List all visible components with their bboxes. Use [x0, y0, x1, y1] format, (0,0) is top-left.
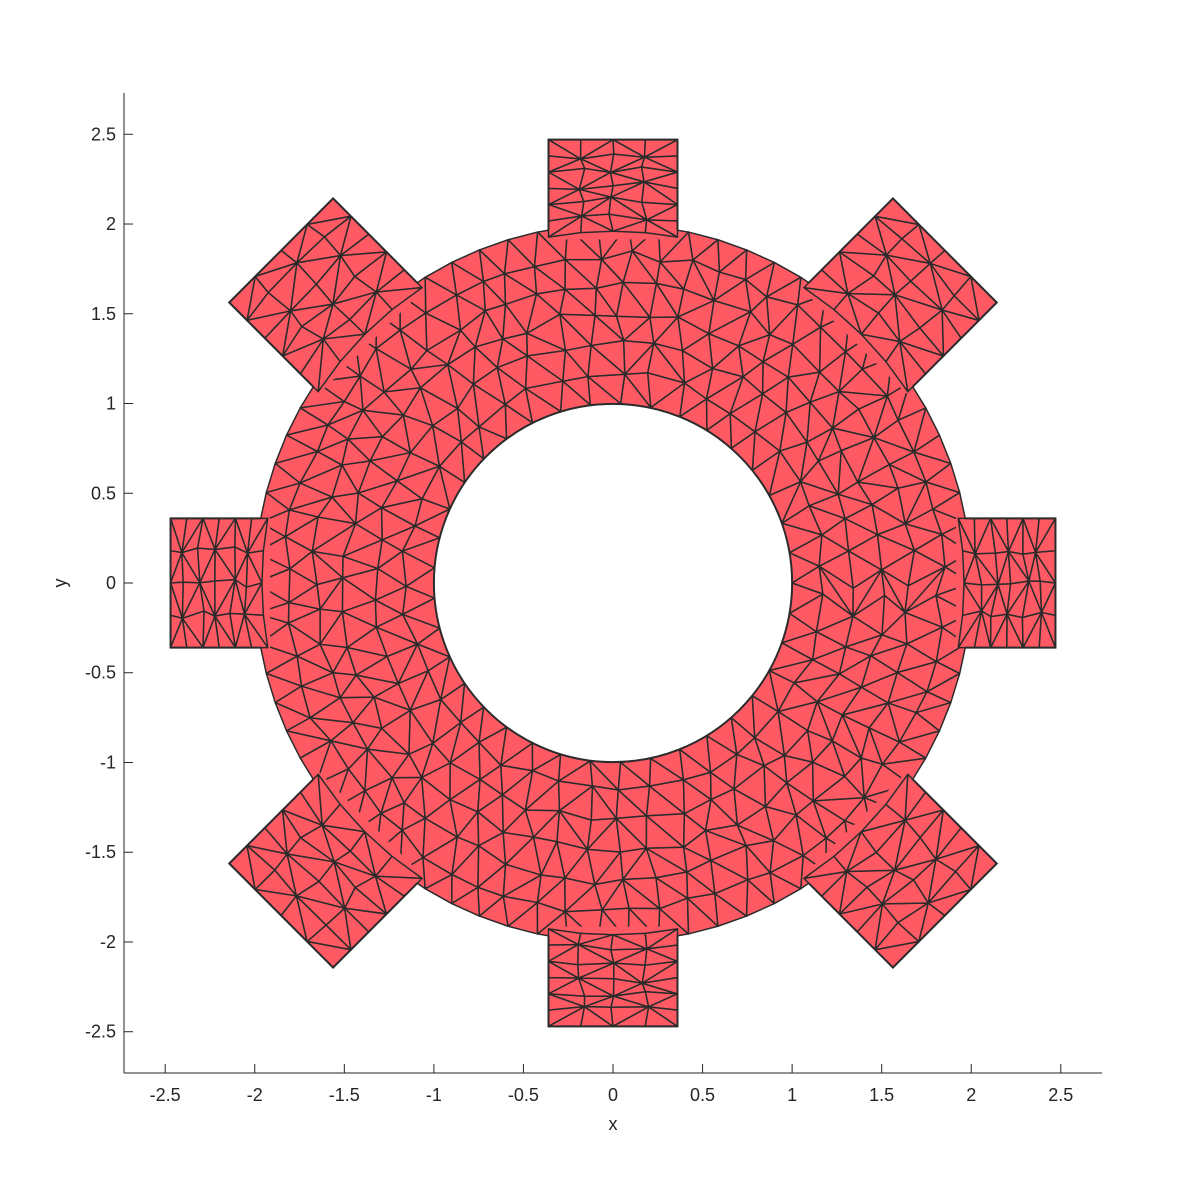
y-tick-label: 2.5: [91, 124, 116, 144]
mesh-element: [904, 566, 946, 614]
tooth-outline: [547, 138, 679, 230]
x-tick-label: -1.5: [329, 1085, 360, 1105]
y-tick-label: 2: [106, 214, 116, 234]
x-tick-label: -1: [426, 1085, 442, 1105]
tooth-outline: [808, 778, 999, 969]
tooth-outline: [227, 778, 418, 969]
x-tick-label: 1: [787, 1085, 797, 1105]
y-tick-label: -1.5: [85, 842, 116, 862]
y-tick-label: 0.5: [91, 483, 116, 503]
x-tick-label: 0: [608, 1085, 618, 1105]
x-tick-label: 0.5: [690, 1085, 715, 1105]
x-tick-label: -2: [247, 1085, 263, 1105]
y-tick-label: -2.5: [85, 1022, 116, 1042]
y-tick-label: -1: [100, 752, 116, 772]
mesh-element: [852, 569, 883, 617]
y-tick-label: -2: [100, 932, 116, 952]
tooth-outline: [965, 517, 1057, 649]
y-tick-label: 1.5: [91, 304, 116, 324]
y-axis-label: y: [50, 579, 70, 588]
triangle-mesh: [169, 138, 1057, 1028]
y-ticks: -2.5 -2 -1.5 -1 -0.5 0 0.5 1 1.5 2 2.5: [85, 124, 133, 1042]
x-tick-label: -2.5: [150, 1085, 181, 1105]
x-tick-label: 1.5: [869, 1085, 894, 1105]
tooth-outline: [169, 517, 261, 649]
x-tick-label: 2: [966, 1085, 976, 1105]
y-tick-label: 0: [106, 573, 116, 593]
y-tick-label: 1: [106, 394, 116, 414]
tooth-outline: [227, 197, 418, 388]
x-tick-label: 2.5: [1048, 1085, 1073, 1105]
x-tick-label: -0.5: [508, 1085, 539, 1105]
y-tick-label: -0.5: [85, 663, 116, 683]
inner-hole-boundary: [432, 402, 794, 764]
x-axis-label: x: [609, 1114, 618, 1134]
tooth-outline: [808, 197, 999, 388]
tooth-outline: [547, 936, 679, 1028]
axes: -2.5 -2 -1.5 -1 -0.5 0 0.5 1 1.5 2 2.5 -2.5-2-1.5-…: [50, 93, 1102, 1134]
x-ticks: -2.5 -2 -1.5 -1 -0.5 0 0.5 1 1.5 2 2.5: [150, 1064, 1073, 1105]
